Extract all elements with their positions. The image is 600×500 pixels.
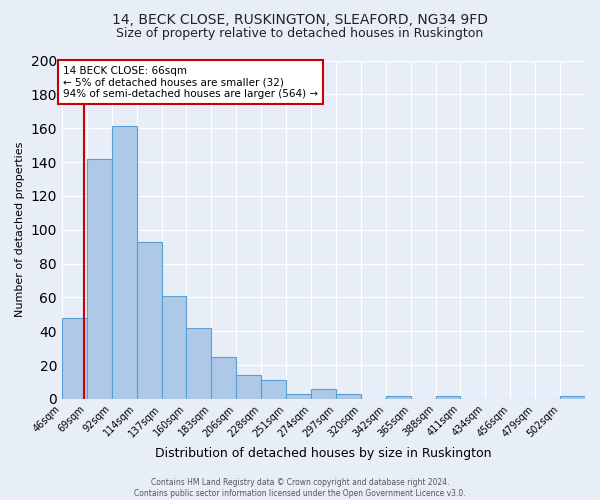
Y-axis label: Number of detached properties: Number of detached properties: [15, 142, 25, 318]
Bar: [161, 296, 187, 399]
Bar: [87, 158, 112, 399]
Bar: [336, 394, 361, 399]
Bar: [386, 396, 410, 399]
Bar: [311, 388, 336, 399]
Text: Size of property relative to detached houses in Ruskington: Size of property relative to detached ho…: [116, 28, 484, 40]
Text: 14, BECK CLOSE, RUSKINGTON, SLEAFORD, NG34 9FD: 14, BECK CLOSE, RUSKINGTON, SLEAFORD, NG…: [112, 12, 488, 26]
Bar: [436, 396, 460, 399]
Bar: [112, 126, 137, 399]
X-axis label: Distribution of detached houses by size in Ruskington: Distribution of detached houses by size …: [155, 447, 492, 460]
Bar: [286, 394, 311, 399]
Bar: [137, 242, 161, 399]
Bar: [62, 318, 87, 399]
Text: Contains HM Land Registry data © Crown copyright and database right 2024.
Contai: Contains HM Land Registry data © Crown c…: [134, 478, 466, 498]
Bar: [211, 356, 236, 399]
Bar: [560, 396, 585, 399]
Bar: [187, 328, 211, 399]
Bar: [236, 375, 261, 399]
Text: 14 BECK CLOSE: 66sqm
← 5% of detached houses are smaller (32)
94% of semi-detach: 14 BECK CLOSE: 66sqm ← 5% of detached ho…: [63, 66, 318, 99]
Bar: [261, 380, 286, 399]
